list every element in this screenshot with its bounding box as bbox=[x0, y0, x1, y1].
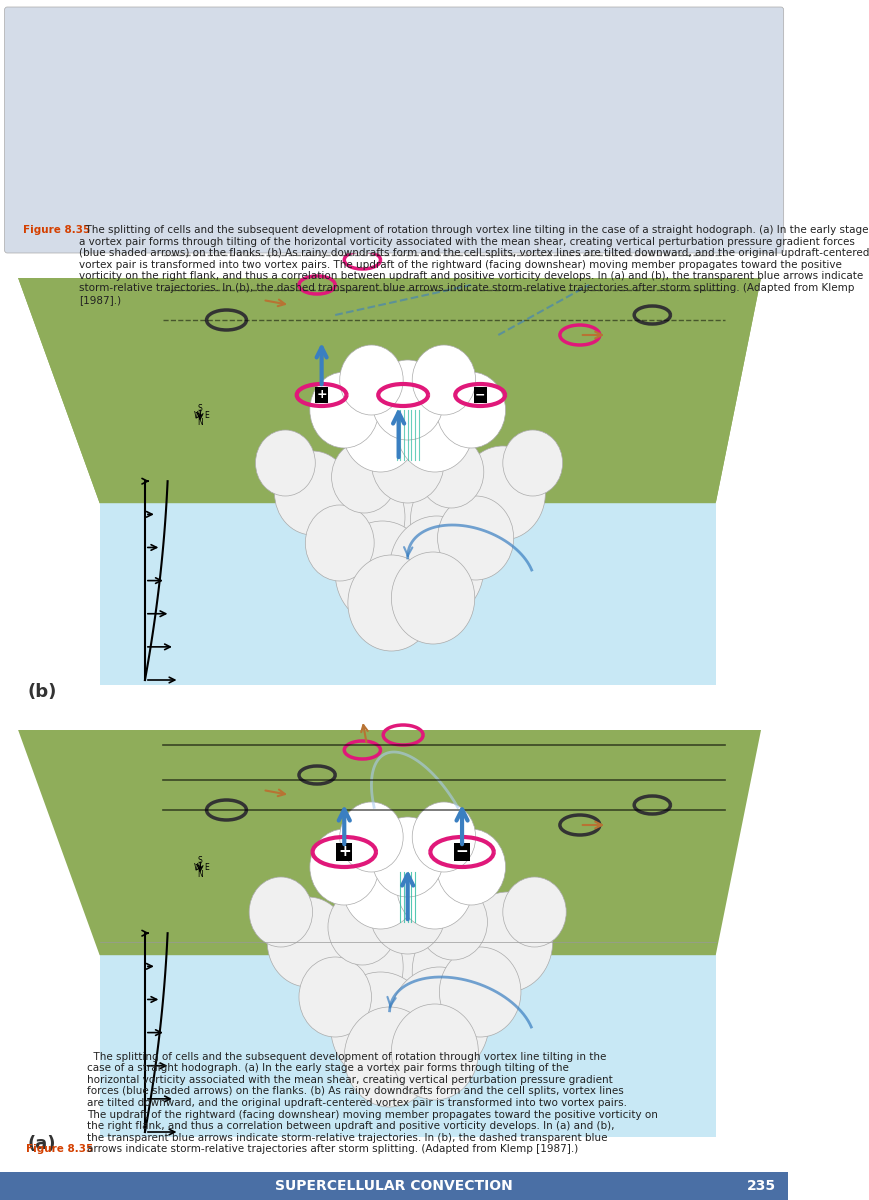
Circle shape bbox=[369, 870, 445, 954]
Text: W: W bbox=[194, 863, 201, 871]
Circle shape bbox=[389, 516, 483, 620]
Circle shape bbox=[249, 877, 312, 947]
Circle shape bbox=[328, 889, 396, 965]
Circle shape bbox=[340, 802, 402, 872]
Circle shape bbox=[331, 440, 396, 514]
Bar bbox=[7, 270, 780, 708]
Polygon shape bbox=[100, 481, 715, 685]
Circle shape bbox=[371, 422, 443, 503]
Text: (b): (b) bbox=[27, 683, 56, 701]
Circle shape bbox=[310, 464, 404, 569]
Circle shape bbox=[502, 877, 566, 947]
Text: −: − bbox=[474, 389, 485, 402]
Circle shape bbox=[340, 346, 402, 415]
Polygon shape bbox=[18, 730, 760, 955]
Bar bbox=[7, 722, 780, 1160]
Circle shape bbox=[439, 947, 521, 1037]
Circle shape bbox=[335, 521, 429, 625]
Circle shape bbox=[330, 972, 430, 1082]
FancyBboxPatch shape bbox=[4, 7, 783, 253]
Circle shape bbox=[309, 372, 378, 448]
Circle shape bbox=[502, 430, 562, 496]
Circle shape bbox=[412, 802, 475, 872]
Circle shape bbox=[437, 496, 513, 580]
Text: N: N bbox=[197, 870, 202, 878]
Circle shape bbox=[275, 451, 350, 535]
Bar bbox=[0, 1172, 787, 1200]
Circle shape bbox=[303, 912, 402, 1022]
Circle shape bbox=[412, 912, 521, 1032]
Circle shape bbox=[418, 436, 483, 508]
Circle shape bbox=[342, 388, 418, 472]
Text: +: + bbox=[337, 845, 350, 859]
Circle shape bbox=[412, 346, 475, 415]
Circle shape bbox=[344, 1007, 434, 1106]
Polygon shape bbox=[100, 481, 715, 685]
Circle shape bbox=[410, 464, 513, 578]
Circle shape bbox=[460, 446, 545, 540]
Circle shape bbox=[391, 552, 474, 644]
Circle shape bbox=[348, 554, 434, 650]
Circle shape bbox=[371, 360, 443, 440]
Circle shape bbox=[418, 884, 487, 960]
Text: E: E bbox=[204, 863, 209, 871]
Circle shape bbox=[309, 829, 378, 905]
Text: (a): (a) bbox=[27, 1135, 56, 1153]
Circle shape bbox=[299, 958, 371, 1037]
Text: SUPERCELLULAR CONVECTION: SUPERCELLULAR CONVECTION bbox=[275, 1178, 513, 1193]
Polygon shape bbox=[100, 934, 715, 1138]
Circle shape bbox=[255, 430, 315, 496]
Text: N: N bbox=[197, 418, 202, 427]
Text: S: S bbox=[197, 856, 202, 865]
Circle shape bbox=[389, 967, 488, 1078]
Circle shape bbox=[342, 845, 418, 929]
Text: Figure 8.35: Figure 8.35 bbox=[23, 226, 90, 235]
Circle shape bbox=[340, 912, 475, 1062]
Polygon shape bbox=[18, 278, 760, 503]
Circle shape bbox=[344, 464, 471, 605]
Polygon shape bbox=[18, 278, 760, 503]
Circle shape bbox=[391, 1004, 478, 1100]
Circle shape bbox=[461, 892, 552, 992]
Text: The splitting of cells and the subsequent development of rotation through vortex: The splitting of cells and the subsequen… bbox=[87, 1051, 657, 1154]
Text: 235: 235 bbox=[746, 1178, 774, 1193]
Circle shape bbox=[267, 898, 348, 986]
Circle shape bbox=[396, 388, 473, 472]
Text: E: E bbox=[204, 410, 209, 420]
Text: −: − bbox=[455, 845, 468, 859]
Circle shape bbox=[436, 829, 505, 905]
Circle shape bbox=[436, 372, 505, 448]
Text: W: W bbox=[194, 410, 201, 420]
Circle shape bbox=[396, 845, 473, 929]
Text: S: S bbox=[197, 403, 202, 413]
Text: The splitting of cells and the subsequent development of rotation through vortex: The splitting of cells and the subsequen… bbox=[79, 226, 868, 305]
Circle shape bbox=[371, 817, 443, 898]
Text: Figure 8.35: Figure 8.35 bbox=[26, 1145, 93, 1154]
Circle shape bbox=[305, 505, 374, 581]
Text: +: + bbox=[316, 389, 327, 402]
